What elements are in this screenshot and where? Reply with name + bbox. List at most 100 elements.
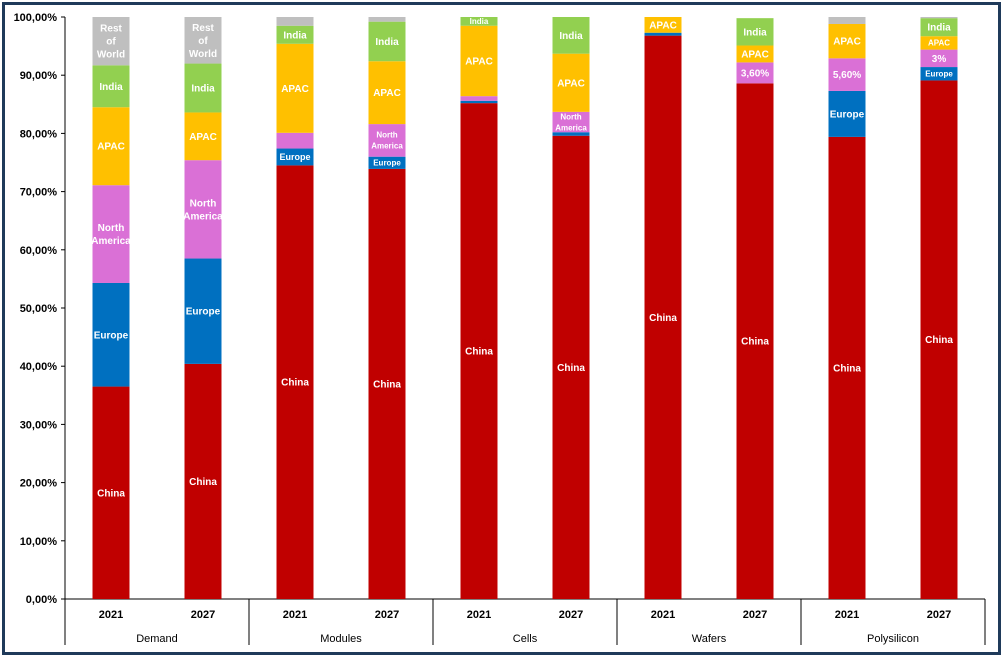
bar-segment [460,25,498,97]
bar-segment-label: India [191,84,215,95]
bar-segment [736,83,774,599]
bar-segment-label: Europe [94,330,129,341]
bar-segment [460,103,498,600]
bar-segment [552,111,590,133]
bar-segment [828,17,866,24]
y-tick-label: 10,00% [20,536,58,548]
bar-segment [644,17,682,33]
x-year-label: 2021 [283,609,307,621]
bar-segment-label: China [373,379,401,390]
bar-segment [920,49,958,68]
group-label: Wafers [692,633,727,645]
bar-segment [736,18,774,46]
bar-segment-label: America [183,211,223,222]
bar-segment [736,45,774,63]
bar-segment [276,17,314,26]
bar-segment [184,160,222,259]
bar-segment [460,17,498,26]
y-tick-label: 80,00% [20,128,58,140]
bar-segment-label: China [649,313,677,324]
bar-segment-label: World [189,49,217,60]
bar-segment [368,17,406,22]
bar-segment [920,67,958,81]
bar-segment-label: Europe [186,307,221,318]
x-year-label: 2021 [835,609,859,621]
bar-segment [92,17,130,66]
bar-segment [552,53,590,112]
bar-segment [828,90,866,137]
bar-segment [828,136,866,599]
bar-segment [276,148,314,166]
bar-segment [92,185,130,283]
group-label: Demand [136,633,178,645]
bar-segment-label: 5,60% [833,70,861,81]
bar-segment [92,282,130,387]
bar-segment-label: India [470,17,489,26]
bar-segment-label: North [98,223,125,234]
bar-segment [92,107,130,186]
bar-segment [276,25,314,44]
bar-segment-label: India [927,23,951,34]
bar-segment [368,21,406,62]
x-year-label: 2027 [559,609,583,621]
bar-segment-label: Europe [925,70,953,79]
bar-segment-label: APAC [465,56,493,67]
bar-segment-label: America [555,123,587,132]
bar-segment-label: APAC [373,88,401,99]
bar-segment [552,135,590,599]
group-label: Modules [320,633,362,645]
bar-segment-label: North [560,112,581,121]
bar-segment-label: India [283,30,307,41]
bar-segment-label: India [99,82,123,93]
group-label: Polysilicon [867,633,919,645]
bar-segment [920,18,958,37]
bar-segment [276,43,314,133]
y-tick-label: 30,00% [20,419,58,431]
bar-segment-label: APAC [928,39,950,48]
bar-segment-label: of [106,37,116,48]
y-tick-label: 90,00% [20,70,58,82]
bar-segment [644,35,682,599]
bar-segment-label: Europe [830,109,865,120]
bar-segment [368,61,406,125]
bar-segment-label: World [97,50,125,61]
y-tick-label: 20,00% [20,478,58,490]
bar-segment-label: Rest [100,24,122,35]
bar-segment-label: China [741,337,769,348]
bar-segment-label: China [925,335,953,346]
bar-segment-label: APAC [741,49,769,60]
bar-segment-label: APAC [833,37,861,48]
bar-segment [368,156,406,169]
bar-segment [184,63,222,113]
bar-segment-label: China [833,363,861,374]
y-tick-label: 60,00% [20,245,58,257]
bar-segment-label: China [97,488,125,499]
bar-segment-label: North [190,198,217,209]
x-year-label: 2027 [191,609,215,621]
x-year-label: 2021 [651,609,675,621]
bar-segment-label: 3,60% [741,68,769,79]
x-year-label: 2027 [375,609,399,621]
bar-segment [460,100,498,104]
bar-segment-label: India [559,31,583,42]
bar-segment [368,124,406,157]
bar-segment-label: APAC [281,84,309,95]
bar-segment-label: APAC [97,142,125,153]
bar-segment [184,112,222,161]
y-tick-label: 0,00% [26,594,57,606]
bar-segment-label: APAC [557,78,585,89]
x-year-label: 2021 [467,609,491,621]
bar-segment [184,258,222,364]
bar-segment [552,132,590,136]
bar-segment [368,168,406,600]
bar-segment [92,65,130,108]
bar-segment [276,132,314,149]
bar-segment-label: China [557,363,585,374]
x-year-label: 2027 [927,609,951,621]
bar-segment-label: Europe [279,152,310,162]
bar-segment-label: India [743,27,767,38]
bar-segment [920,36,958,50]
bar-segment [920,80,958,600]
bar-segment-label: China [465,347,493,358]
bar-segment-label: India [375,37,399,48]
